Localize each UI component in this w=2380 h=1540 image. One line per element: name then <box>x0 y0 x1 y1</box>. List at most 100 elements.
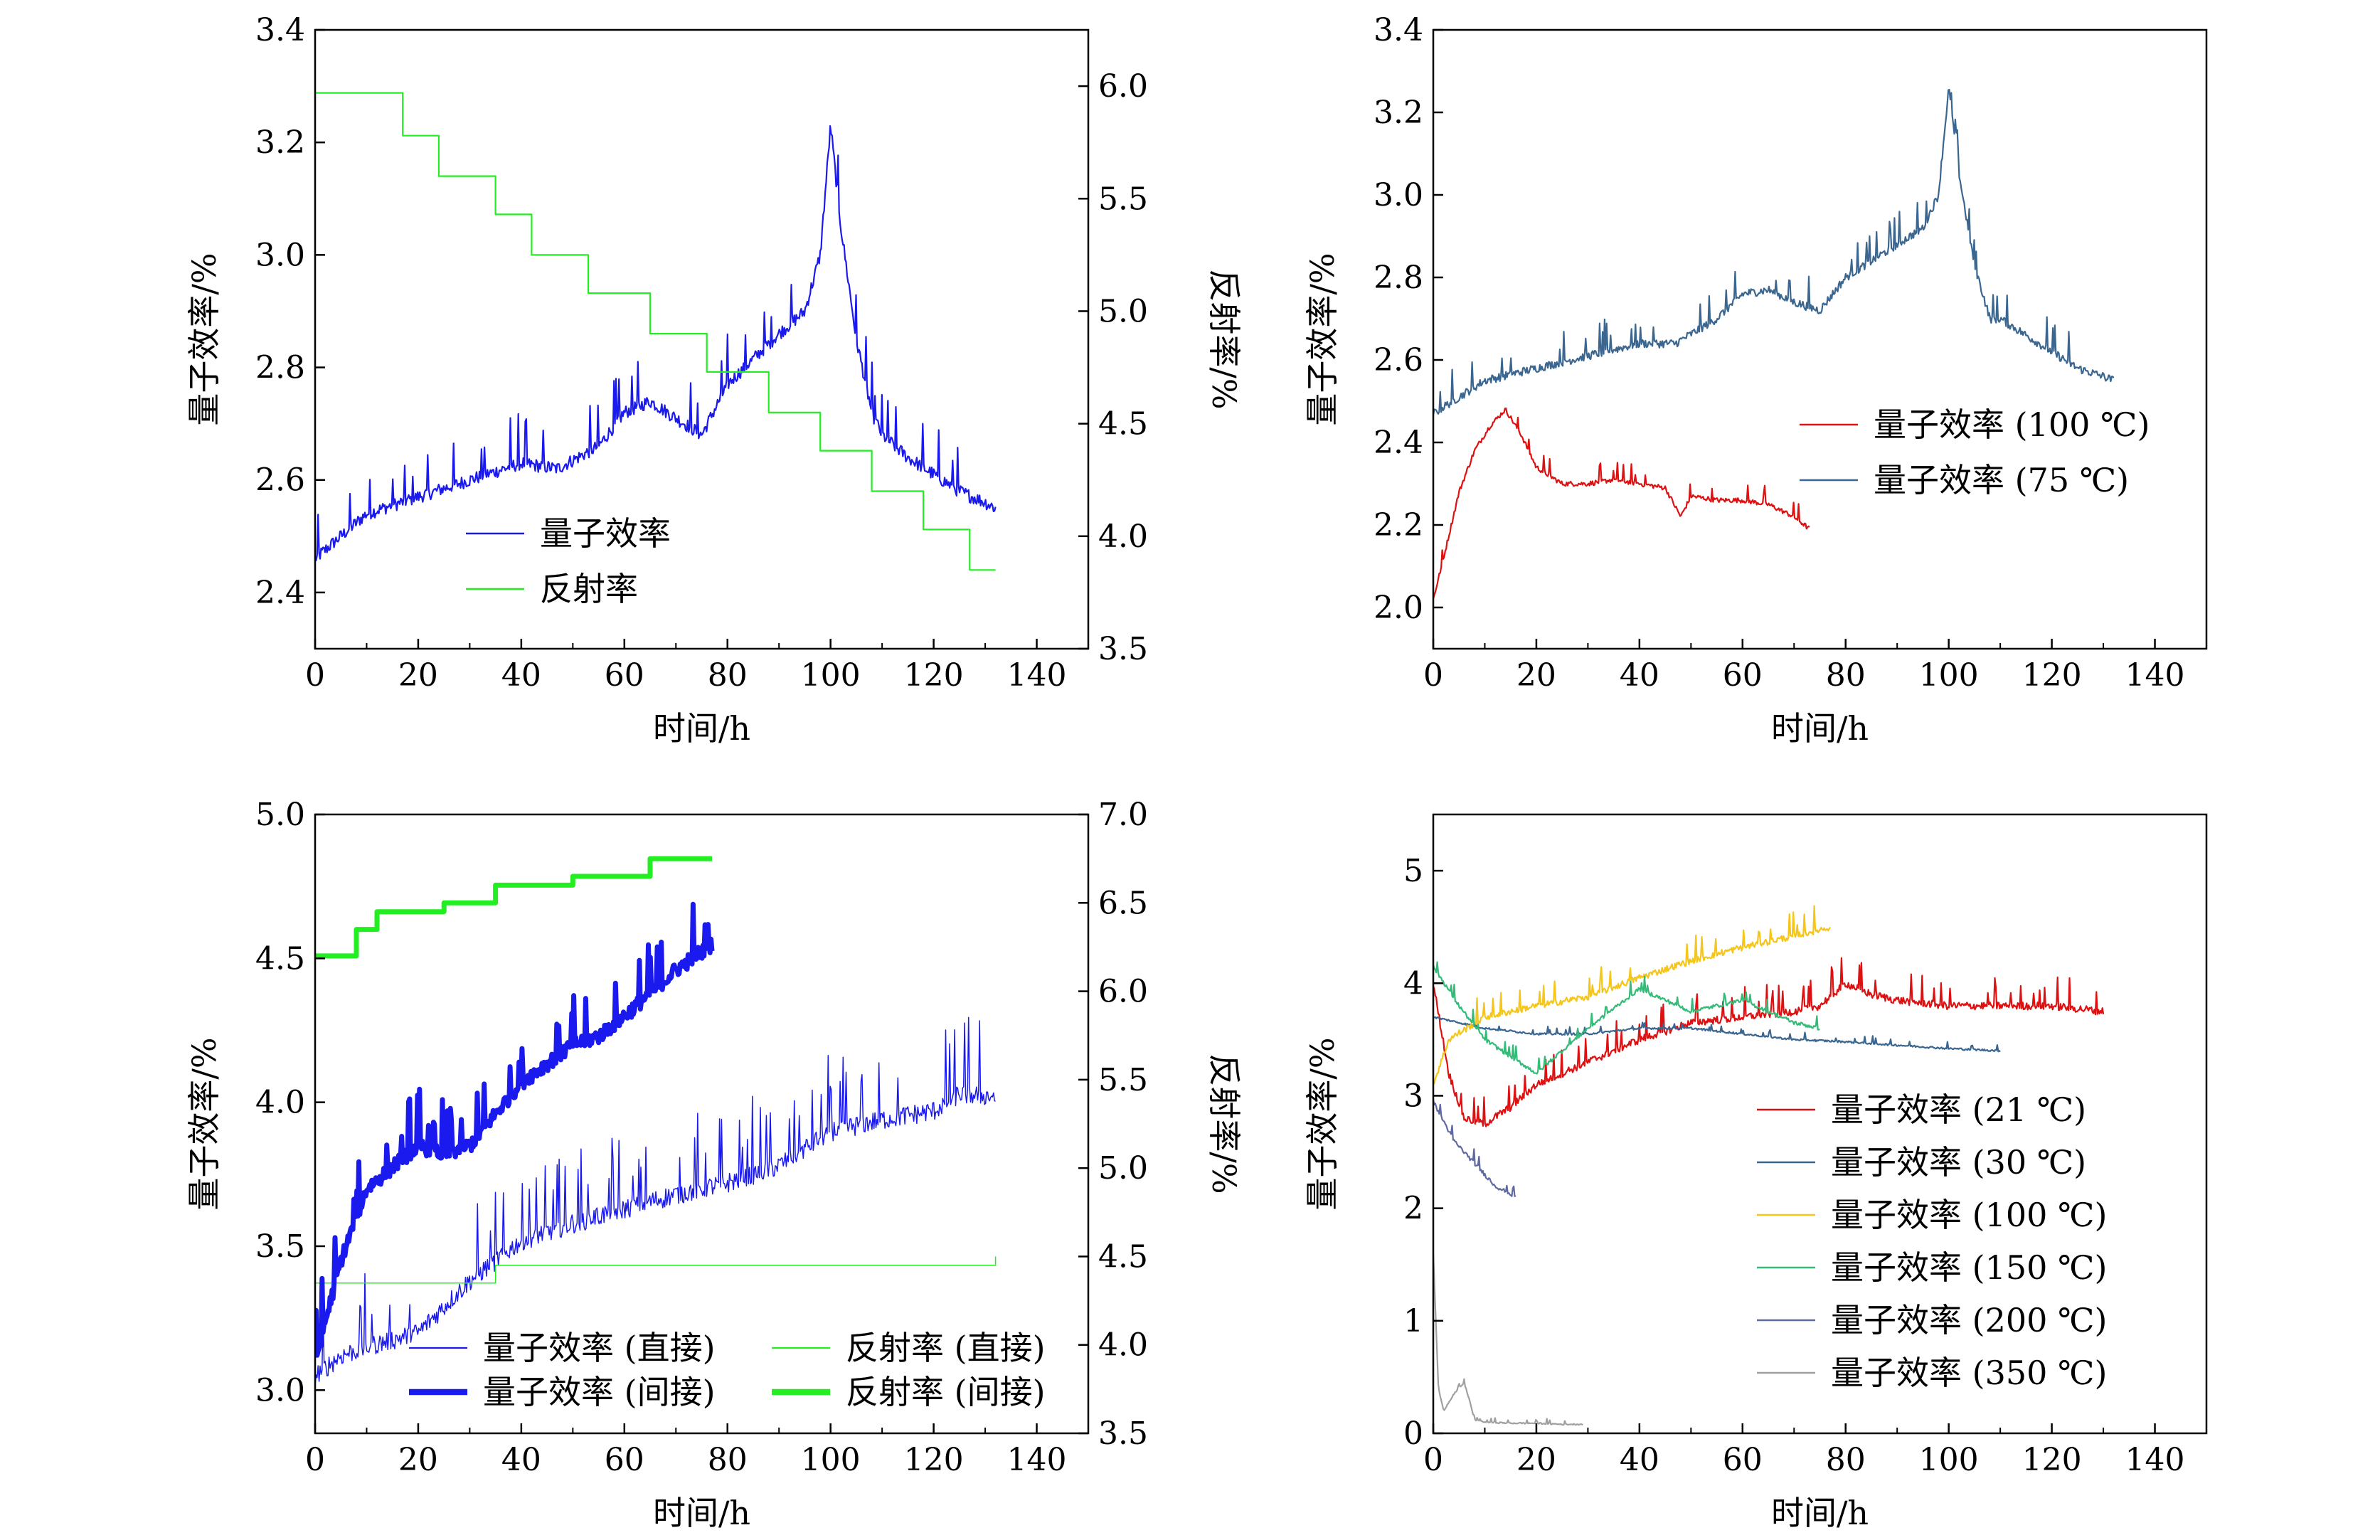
legend-entry-label: 量子效率 (直接) <box>483 1329 716 1367</box>
x-tick-label: 20 <box>1516 657 1556 694</box>
chart-panel-d: 0 20 40 60 80 100 120 140 0 1 2 3 4 5 时间/h 量子效率/% 量子效率 (… <box>1303 813 2208 1532</box>
y2-tick-label: 4.0 <box>1098 1327 1148 1364</box>
x-tick-label: 80 <box>708 1442 748 1478</box>
series-line-2 <box>315 92 996 571</box>
legend-entry-label: 量子效率 (150 ℃) <box>1831 1248 2107 1287</box>
legend-entry-label: 量子效率 (21 ℃) <box>1831 1090 2086 1129</box>
y-tick-label: 2.2 <box>1374 507 1423 543</box>
y-tick-label: 2.0 <box>1374 590 1423 626</box>
x-tick-label: 60 <box>605 657 644 694</box>
series-group <box>1433 905 2105 1426</box>
x-tick-label: 0 <box>1423 1442 1443 1478</box>
x-tick-label: 120 <box>904 657 964 694</box>
series-line-1 <box>1433 407 1810 600</box>
legend-entry-label: 量子效率 (75 ℃) <box>1874 461 2129 499</box>
y-tick-label: 2.8 <box>1374 260 1423 296</box>
legend-entry-label: 量子效率 (30 ℃) <box>1831 1143 2086 1181</box>
y2-tick-label: 4.0 <box>1098 519 1148 555</box>
y2-tick-label: 6.5 <box>1098 885 1148 921</box>
x-tick-label: 100 <box>801 657 861 694</box>
series-group <box>315 856 997 1386</box>
x-tick-label: 80 <box>1826 1442 1866 1478</box>
series-line-4 <box>315 856 712 959</box>
y-axis-title: 量子效率/% <box>185 253 223 425</box>
y2-tick-label: 5.0 <box>1098 293 1148 329</box>
chart-panel-a: 0 20 40 60 80 100 120 140 2.4 2.6 2.8 3.0 3.2 3.4 3.5 4… <box>185 12 1243 748</box>
series-line-2 <box>1433 88 2115 416</box>
y-tick-label: 2.8 <box>255 350 305 386</box>
x-tick-label: 140 <box>2125 1442 2185 1478</box>
plot-frame <box>1432 813 2208 1435</box>
legend-entry-label: 反射率 (直接) <box>846 1329 1046 1367</box>
x-tick-label: 20 <box>398 657 438 694</box>
legend-entry-label: 反射率 (间接) <box>846 1373 1046 1411</box>
y-tick-label: 3 <box>1403 1078 1423 1114</box>
y2-tick-label: 4.5 <box>1098 1238 1148 1275</box>
x-tick-label: 80 <box>708 657 748 694</box>
y-tick-label: 3.2 <box>255 124 305 161</box>
legend: 量子效率 (100 ℃) 量子效率 (75 ℃) <box>1800 405 2150 499</box>
chart-panel-c: 0 20 40 60 80 100 120 140 3.0 3.5 4.0 4.5 5.0 3.5 4.0 4… <box>185 797 1243 1532</box>
x-tick-label: 20 <box>398 1442 438 1478</box>
series-line-5 <box>1433 1099 1516 1197</box>
x-tick-label: 140 <box>2125 657 2185 694</box>
y-tick-label: 2.4 <box>255 575 305 611</box>
y2-tick-label: 4.5 <box>1098 406 1148 442</box>
x-tick-label: 60 <box>605 1442 644 1478</box>
y-tick-label: 2.4 <box>1374 425 1423 461</box>
x-tick-label: 0 <box>1423 657 1443 694</box>
x-axis-title: 时间/h <box>653 709 750 748</box>
legend: 量子效率 (21 ℃) 量子效率 (30 ℃) 量子效率 (100 ℃) 量子效率 (… <box>1757 1090 2107 1392</box>
series-group <box>1433 88 2115 600</box>
series-line-3 <box>1433 905 1831 1085</box>
legend-entry-label: 量子效率 (350 ℃) <box>1831 1354 2107 1392</box>
legend-entry-label: 量子效率 <box>540 514 671 553</box>
series-group <box>315 92 997 571</box>
y-tick-label: 5.0 <box>255 797 305 833</box>
legend-entry-label: 量子效率 (间接) <box>483 1373 716 1411</box>
y2-tick-label: 5.5 <box>1098 181 1148 217</box>
plot-frame <box>1432 28 2208 650</box>
y-tick-label: 2.6 <box>1374 342 1423 378</box>
x-tick-label: 100 <box>1919 657 1979 694</box>
legend-entry-label: 量子效率 (100 ℃) <box>1831 1196 2107 1234</box>
y-tick-label: 2 <box>1403 1191 1423 1227</box>
chart-panel-b: 0 20 40 60 80 100 120 140 2.0 2.2 2.4 2.6 2.8 3.0 3.2 3… <box>1303 12 2208 748</box>
legend-entry-label: 反射率 <box>540 570 638 608</box>
series-line-2 <box>315 1256 997 1284</box>
y-tick-label: 3.5 <box>255 1228 305 1265</box>
y-tick-label: 5 <box>1403 853 1423 889</box>
x-tick-label: 40 <box>1620 657 1659 694</box>
y-tick-label: 1 <box>1403 1303 1423 1339</box>
x-tick-label: 40 <box>1620 1442 1659 1478</box>
y2-tick-label: 6.0 <box>1098 974 1148 1010</box>
x-tick-label: 120 <box>2022 657 2082 694</box>
x-tick-label: 40 <box>501 1442 541 1478</box>
y-tick-label: 3.4 <box>255 12 305 48</box>
plot-frame <box>314 28 1090 650</box>
x-axis-title: 时间/h <box>1771 1494 1869 1532</box>
y-axis-title: 量子效率/% <box>1303 1037 1342 1210</box>
x-tick-label: 100 <box>801 1442 861 1478</box>
y-axis-title: 量子效率/% <box>1303 253 1342 425</box>
x-tick-label: 0 <box>305 657 325 694</box>
y2-tick-label: 5.5 <box>1098 1062 1148 1098</box>
y-tick-label: 3.2 <box>1374 95 1423 131</box>
y2-tick-label: 3.5 <box>1098 1416 1148 1452</box>
x-axis-title: 时间/h <box>1771 709 1869 748</box>
y2-axis-title: 反射率/% <box>1205 1053 1243 1194</box>
y2-axis-title: 反射率/% <box>1205 269 1243 409</box>
y-tick-label: 2.6 <box>255 462 305 499</box>
x-tick-label: 40 <box>501 657 541 694</box>
y-tick-label: 3.0 <box>255 237 305 273</box>
y2-tick-label: 6.0 <box>1098 68 1148 105</box>
x-tick-label: 120 <box>904 1442 964 1478</box>
x-axis-title: 时间/h <box>653 1494 750 1532</box>
y-tick-label: 3.0 <box>1374 177 1423 213</box>
series-line-2 <box>1433 1016 2001 1053</box>
x-tick-label: 100 <box>1919 1442 1979 1478</box>
y-tick-label: 3.4 <box>1374 12 1423 48</box>
y-tick-label: 4.0 <box>255 1085 305 1121</box>
